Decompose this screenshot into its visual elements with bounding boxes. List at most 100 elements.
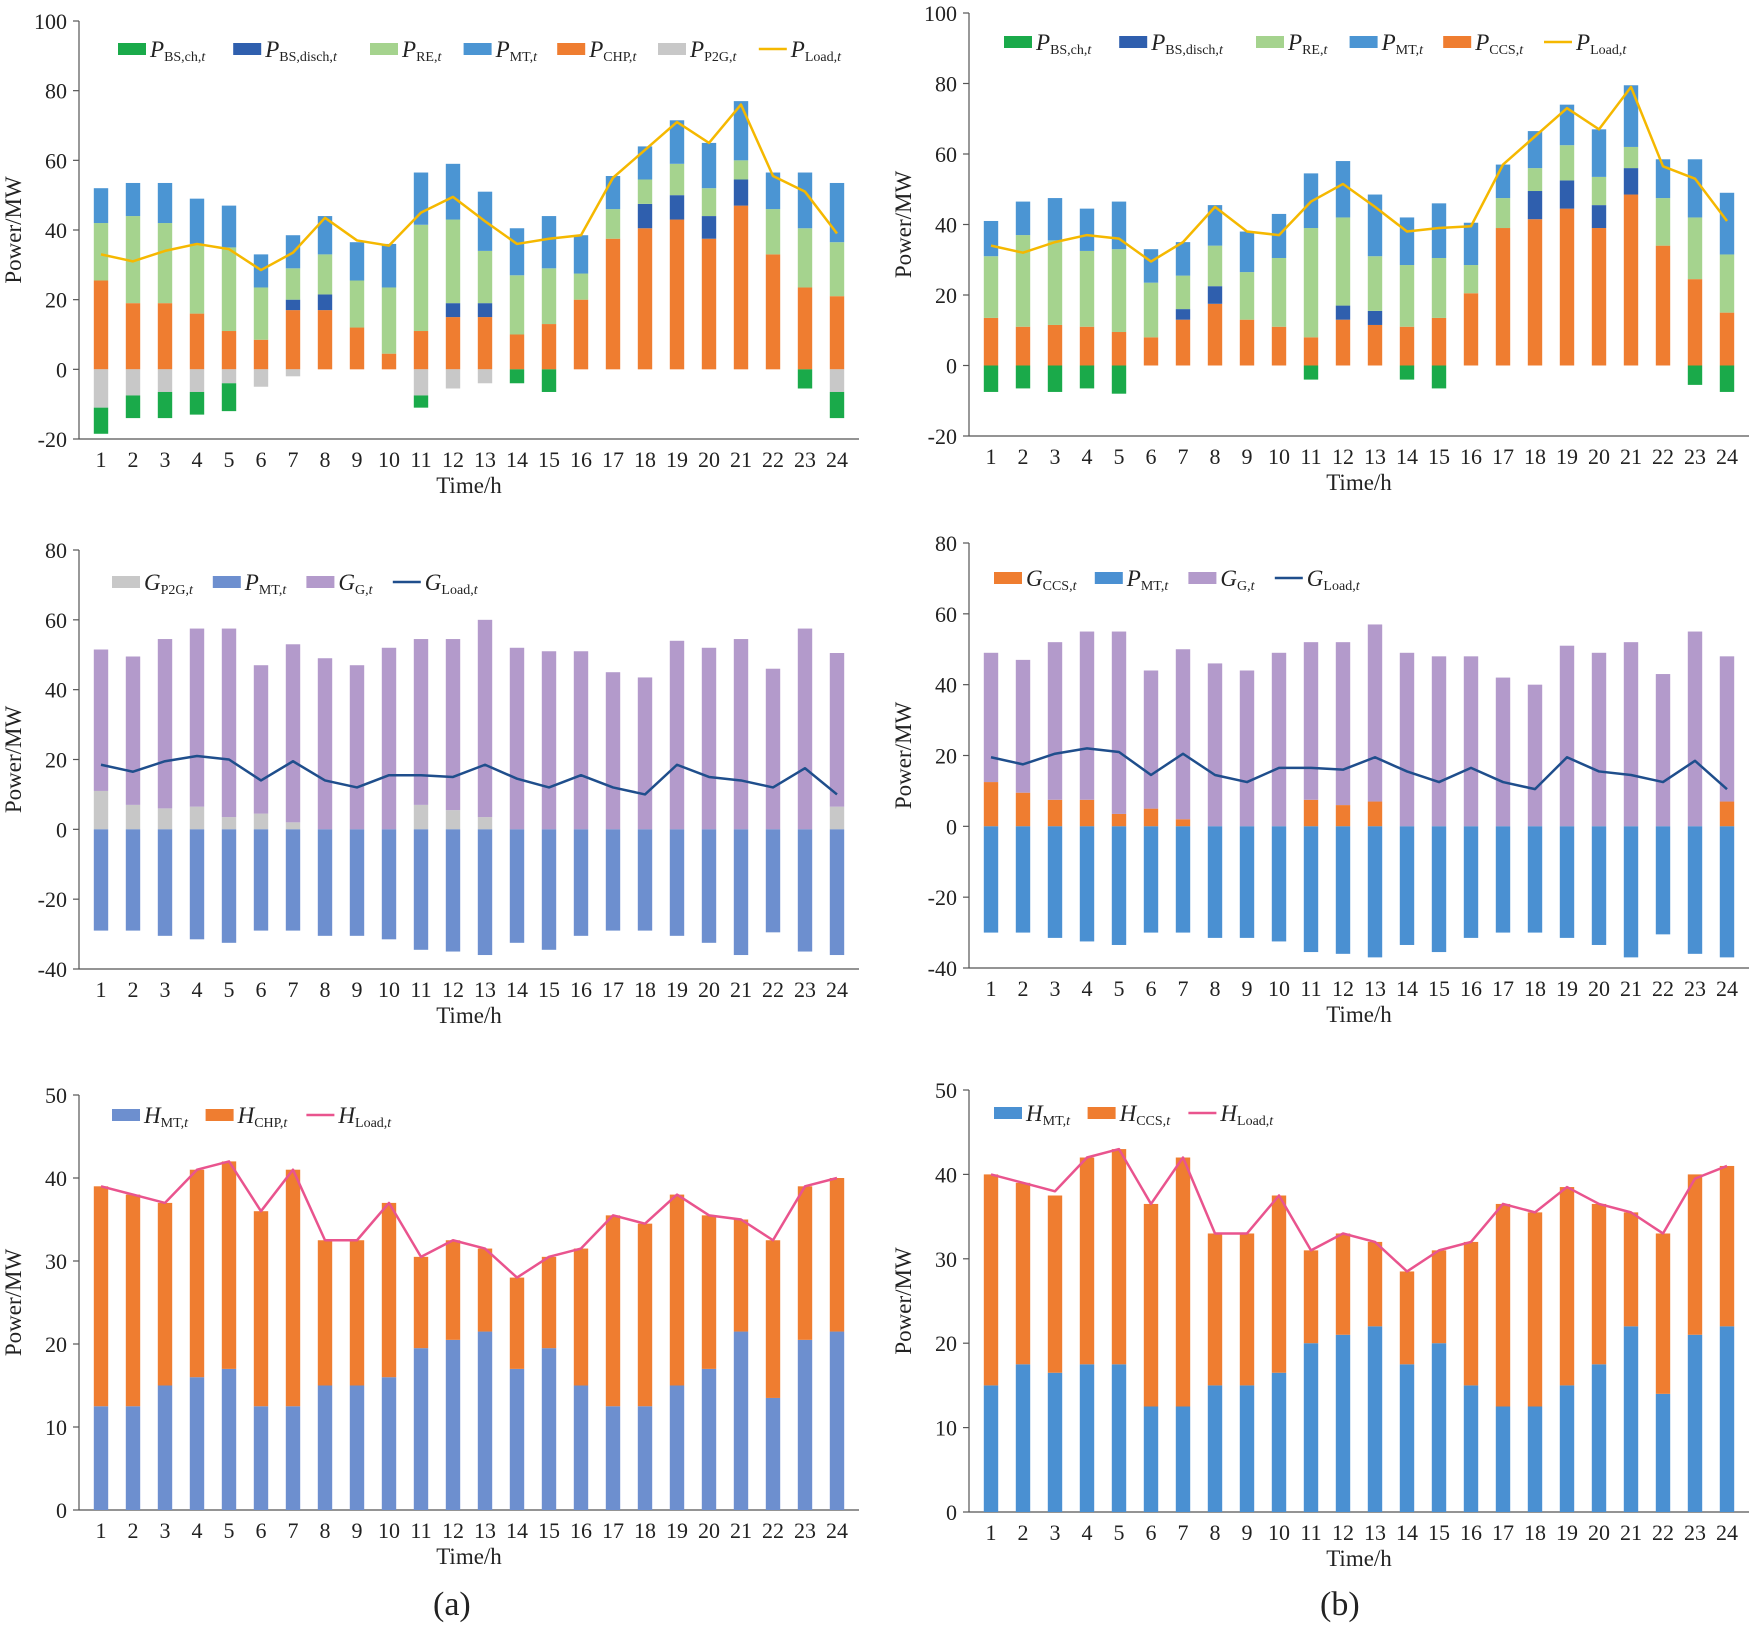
y-tick-label: 80	[935, 531, 957, 556]
x-tick-label: 4	[1082, 444, 1093, 469]
x-tick-label: 17	[1492, 1520, 1514, 1545]
legend-swatch-mt	[212, 576, 241, 588]
bar-chp	[509, 334, 525, 370]
bar-mt	[1687, 826, 1703, 954]
y-axis-label: Power/MW	[1, 706, 26, 814]
bar-ccs	[1399, 1271, 1415, 1365]
bar-gas	[1591, 652, 1607, 827]
bar-mt	[1143, 249, 1159, 283]
bar-p2g	[93, 790, 109, 830]
y-tick-label: 0	[946, 1500, 957, 1525]
bar-gas	[829, 653, 845, 807]
x-axis-label: Time/h	[436, 1003, 502, 1028]
bar-gas	[983, 652, 999, 783]
bar-mt	[1527, 826, 1543, 933]
bar-mt	[477, 1331, 493, 1510]
bar-mt	[381, 829, 397, 940]
line-load	[990, 747, 1728, 791]
bar-ccs	[1303, 1250, 1319, 1344]
x-tick-label: 17	[602, 977, 624, 1002]
bar-chp	[541, 324, 557, 370]
x-tick-label: 9	[352, 447, 363, 472]
bar-ccs	[1239, 1233, 1255, 1386]
bar-mt	[797, 172, 813, 229]
bar-bs_disch	[733, 179, 749, 206]
bar-mt	[701, 1368, 717, 1510]
bar-gas	[349, 665, 365, 830]
bar-re	[381, 287, 397, 354]
bar-bs_disch	[1207, 286, 1223, 304]
legend-swatch-mt	[112, 1109, 140, 1121]
bar-re	[1335, 217, 1351, 306]
bar-mt	[669, 120, 685, 164]
x-tick-label: 7	[288, 1518, 299, 1543]
bar-re	[605, 209, 621, 239]
x-tick-label: 7	[288, 447, 299, 472]
bar-mt	[1431, 1343, 1447, 1512]
bar-ccs	[1399, 326, 1415, 366]
x-tick-label: 5	[224, 447, 235, 472]
x-tick-label: 22	[1652, 976, 1674, 1001]
bar-bs_ch	[983, 365, 999, 392]
bar-chp	[349, 327, 365, 370]
bar-mt	[1111, 1364, 1127, 1512]
bar-re	[1527, 168, 1543, 192]
bar-ccs	[983, 782, 999, 827]
bar-mt	[1687, 159, 1703, 218]
legend-label-bs_disch: PBS,disch,t	[1150, 30, 1224, 58]
bar-mt	[573, 829, 589, 936]
bar-chp	[125, 303, 141, 370]
bar-bs_disch	[1591, 205, 1607, 229]
line-load	[990, 85, 1728, 263]
x-tick-label: 21	[1620, 1520, 1642, 1545]
bar-mt	[1623, 1326, 1639, 1512]
bar-bs_disch	[669, 195, 685, 220]
bar-ccs	[1175, 819, 1191, 827]
x-tick-label: 16	[1460, 444, 1482, 469]
y-tick-label: -40	[38, 957, 67, 982]
y-tick-label: 40	[45, 218, 67, 243]
bar-bs_disch	[1175, 309, 1191, 320]
bar-ccs	[1463, 293, 1479, 366]
bar-ccs	[1079, 326, 1095, 366]
bar-re	[541, 268, 557, 325]
x-tick-label: 20	[1588, 444, 1610, 469]
x-tick-label: 13	[474, 977, 496, 1002]
x-tick-label: 7	[1178, 444, 1189, 469]
bar-mt	[1431, 203, 1447, 258]
bar-bs_ch	[1015, 365, 1031, 389]
y-tick-label: 30	[935, 1247, 957, 1272]
bar-mt	[509, 228, 525, 276]
x-tick-label: 4	[192, 447, 203, 472]
x-tick-label: 4	[192, 1518, 203, 1543]
legend-label-mt: PMT,t	[1381, 30, 1425, 58]
bar-re	[445, 219, 461, 304]
bar-re	[349, 280, 365, 328]
y-tick-label: 100	[924, 1, 957, 26]
x-tick-label: 13	[474, 447, 496, 472]
bar-gas	[1431, 656, 1447, 827]
x-tick-label: 22	[762, 447, 784, 472]
x-tick-label: 12	[442, 1518, 464, 1543]
legend-label-load: GLoad,t	[1307, 566, 1361, 594]
bar-mt	[1527, 1406, 1543, 1512]
bar-mt	[797, 829, 813, 952]
bar-bs_ch	[189, 391, 205, 415]
bar-mt	[1111, 826, 1127, 945]
bar-mt	[1463, 222, 1479, 266]
x-tick-label: 11	[1300, 444, 1321, 469]
bar-re	[1687, 217, 1703, 280]
y-axis-label: Power/MW	[891, 702, 916, 810]
bar-mt	[983, 826, 999, 933]
bar-gas	[1623, 642, 1639, 827]
bar-gas	[157, 639, 173, 809]
bar-gas	[1303, 642, 1319, 800]
legend-swatch-bs_disch	[233, 43, 262, 55]
bar-mt	[1271, 1372, 1287, 1512]
x-tick-label: 8	[1210, 976, 1221, 1001]
bar-chp	[445, 317, 461, 370]
y-tick-label: 0	[946, 814, 957, 839]
bar-mt	[253, 1406, 269, 1510]
y-tick-label: 0	[56, 357, 67, 382]
bar-mt	[983, 220, 999, 257]
